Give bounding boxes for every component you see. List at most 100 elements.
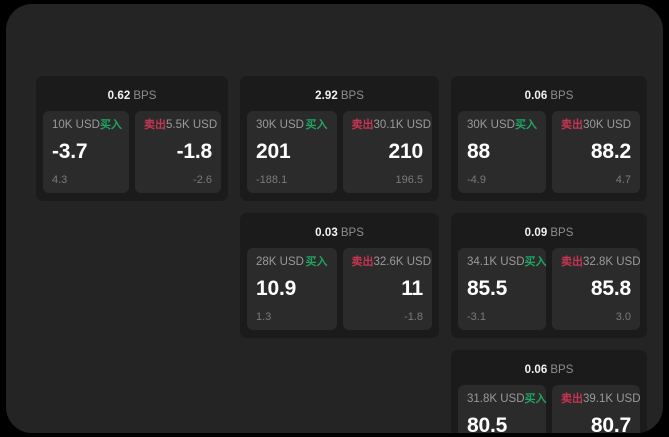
- buy-side-label: 买入: [305, 119, 328, 131]
- sell-side-label: 卖出: [561, 119, 583, 131]
- buy-panel[interactable]: 30K USD 买入 201 -188.1: [247, 111, 337, 193]
- card-header: 0.03 BPS: [247, 221, 432, 248]
- sell-panel[interactable]: 卖出 5.5K USD -1.8 -2.6: [135, 111, 221, 193]
- quote-card[interactable]: 2.92 BPS 30K USD 买入 201 -188.1 卖出 30.1K USD 210 1…: [240, 76, 439, 201]
- buy-delta-value: -3.1: [467, 311, 486, 323]
- buy-side-label: 买入: [99, 119, 122, 131]
- bps-value: 0.03: [315, 227, 338, 239]
- quote-card-board: 0.62 BPS 10K USD 买入 -3.7 4.3 卖出 5.5K USD -1.8 -2.…: [36, 76, 648, 433]
- sell-delta-value: -2.6: [193, 174, 212, 186]
- card-header: 2.92 BPS: [247, 84, 432, 111]
- buy-delta-value: -4.9: [467, 174, 486, 186]
- buy-price-value: 10.9: [256, 277, 297, 300]
- panel-top-row: 卖出 30.1K USD: [351, 119, 432, 132]
- bps-unit-label: BPS: [340, 227, 364, 239]
- sell-panel[interactable]: 卖出 30K USD 88.2 4.7: [552, 111, 640, 193]
- panel-pair: 28K USD 买入 10.9 1.3 卖出 32.6K USD 11 -1.8: [247, 248, 432, 330]
- card-column: 0.62 BPS 10K USD 买入 -3.7 4.3 卖出 5.5K USD -1.8 -2.…: [36, 76, 228, 201]
- sell-size-label: 30K USD: [583, 118, 631, 131]
- bps-unit-label: BPS: [340, 90, 364, 102]
- buy-price-value: 85.5: [467, 277, 508, 300]
- app-surface: 0.62 BPS 10K USD 买入 -3.7 4.3 卖出 5.5K USD -1.8 -2.…: [6, 4, 663, 433]
- buy-size-label: 30K USD: [256, 118, 304, 131]
- buy-side-label: 买入: [305, 256, 328, 268]
- quote-card[interactable]: 0.03 BPS 28K USD 买入 10.9 1.3 卖出 32.6K USD 11 -1.8: [240, 213, 439, 338]
- bps-value: 0.09: [524, 227, 548, 239]
- buy-side-label: 买入: [524, 393, 547, 405]
- quote-card[interactable]: 0.06 BPS 30K USD 买入 88 -4.9 卖出 30K USD 88.2 4.7: [451, 76, 647, 201]
- quote-card[interactable]: 0.62 BPS 10K USD 买入 -3.7 4.3 卖出 5.5K USD -1.8 -2.…: [36, 76, 228, 201]
- sell-side-label: 卖出: [351, 256, 374, 268]
- sell-delta-value: 196.5: [395, 174, 423, 186]
- sell-size-label: 39.1K USD: [583, 392, 641, 405]
- bps-unit-label: BPS: [550, 227, 574, 239]
- bps-unit-label: BPS: [133, 90, 157, 102]
- sell-price-value: -1.8: [176, 140, 213, 163]
- sell-side-label: 卖出: [144, 119, 166, 131]
- bps-value: 2.92: [315, 90, 338, 102]
- panel-top-row: 30K USD 买入: [256, 119, 328, 132]
- bps-value: 0.06: [524, 364, 548, 376]
- buy-price-value: -3.7: [52, 140, 88, 163]
- buy-panel[interactable]: 28K USD 买入 10.9 1.3: [247, 248, 337, 330]
- panel-top-row: 34.1K USD 买入: [467, 255, 547, 269]
- sell-side-label: 卖出: [561, 256, 583, 268]
- card-column: 0.06 BPS 30K USD 买入 88 -4.9 卖出 30K USD 88.2 4.7 0.…: [451, 76, 647, 433]
- bps-value: 0.06: [524, 90, 548, 102]
- panel-pair: 30K USD 买入 88 -4.9 卖出 30K USD 88.2 4.7: [458, 111, 640, 193]
- buy-delta-value: 4.3: [52, 174, 68, 186]
- bps-value: 0.62: [107, 90, 131, 102]
- buy-delta-value: -188.1: [256, 174, 288, 186]
- buy-size-label: 28K USD: [256, 255, 304, 268]
- panel-pair: 30K USD 买入 201 -188.1 卖出 30.1K USD 210 196.5: [247, 111, 432, 193]
- sell-size-label: 30.1K USD: [373, 118, 432, 131]
- buy-size-label: 34.1K USD: [467, 255, 525, 268]
- card-column: 2.92 BPS 30K USD 买入 201 -188.1 卖出 30.1K USD 210 1…: [240, 76, 439, 338]
- buy-panel[interactable]: 10K USD 买入 -3.7 4.3: [43, 111, 129, 193]
- card-header: 0.06 BPS: [458, 84, 640, 111]
- card-header: 0.09 BPS: [458, 221, 640, 248]
- panel-top-row: 卖出 39.1K USD: [561, 393, 641, 406]
- quote-card[interactable]: 0.09 BPS 34.1K USD 买入 85.5 -3.1 卖出 32.8K USD 85.…: [451, 213, 647, 338]
- panel-top-row: 10K USD 买入: [52, 118, 122, 132]
- sell-delta-value: 4.7: [615, 174, 631, 186]
- sell-price-value: 80.7: [590, 414, 631, 433]
- panel-top-row: 卖出 32.8K USD: [561, 256, 641, 269]
- buy-price-value: 88: [467, 140, 490, 163]
- sell-panel[interactable]: 卖出 30.1K USD 210 196.5: [342, 111, 432, 193]
- sell-panel[interactable]: 卖出 32.6K USD 11 -1.8: [342, 248, 432, 330]
- buy-price-value: 80.5: [467, 414, 508, 433]
- sell-side-label: 卖出: [351, 119, 374, 131]
- sell-side-label: 卖出: [561, 393, 583, 405]
- buy-size-label: 30K USD: [467, 118, 515, 131]
- buy-side-label: 买入: [515, 119, 537, 131]
- panel-pair: 10K USD 买入 -3.7 4.3 卖出 5.5K USD -1.8 -2.6: [43, 111, 221, 193]
- panel-top-row: 卖出 5.5K USD: [144, 119, 217, 132]
- sell-panel[interactable]: 卖出 32.8K USD 85.8 3.0: [552, 248, 641, 330]
- buy-size-label: 10K USD: [52, 118, 100, 131]
- buy-panel[interactable]: 30K USD 买入 88 -4.9: [458, 111, 546, 193]
- sell-price-value: 88.2: [590, 140, 631, 163]
- sell-delta-value: -1.8: [404, 311, 423, 323]
- panel-top-row: 卖出 32.6K USD: [351, 256, 432, 269]
- sell-delta-value: 3.0: [615, 311, 631, 323]
- bps-unit-label: BPS: [550, 90, 574, 102]
- sell-size-label: 5.5K USD: [166, 118, 218, 131]
- panel-top-row: 卖出 30K USD: [561, 119, 631, 132]
- card-header: 0.62 BPS: [43, 84, 221, 111]
- buy-side-label: 买入: [524, 256, 547, 268]
- sell-price-value: 210: [388, 140, 424, 163]
- buy-panel[interactable]: 34.1K USD 买入 85.5 -3.1: [458, 248, 547, 330]
- sell-size-label: 32.8K USD: [583, 255, 641, 268]
- sell-size-label: 32.6K USD: [373, 255, 432, 268]
- panel-top-row: 30K USD 买入: [467, 119, 537, 132]
- sell-price-value: 85.8: [590, 277, 631, 300]
- buy-price-value: 201: [256, 140, 291, 163]
- panel-top-row: 31.8K USD 买入: [467, 393, 547, 406]
- panel-top-row: 28K USD 买入: [256, 256, 328, 269]
- bps-unit-label: BPS: [550, 364, 574, 376]
